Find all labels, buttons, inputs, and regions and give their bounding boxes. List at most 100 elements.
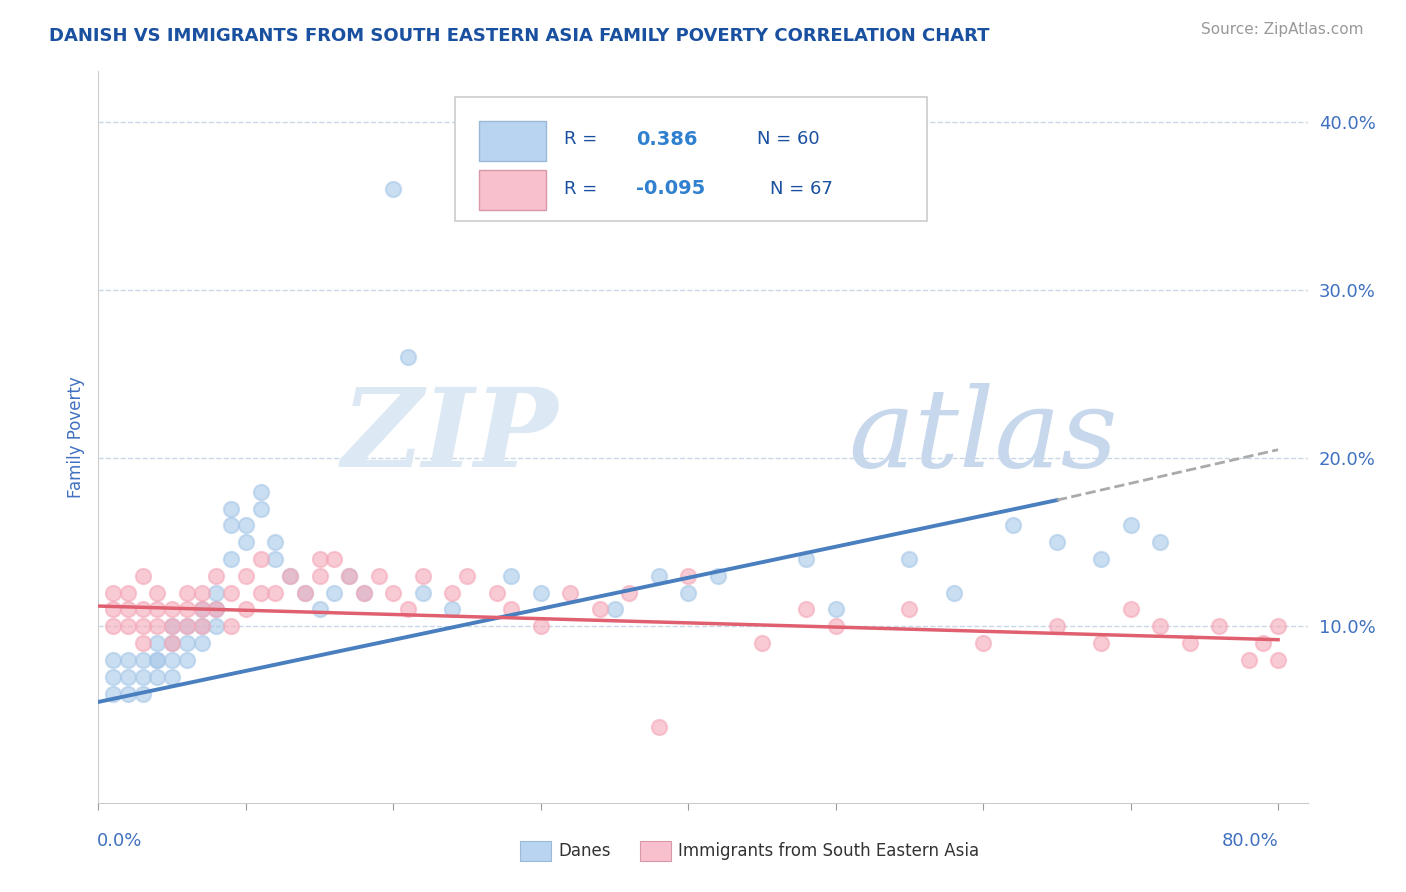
- Text: 0.0%: 0.0%: [97, 832, 142, 850]
- Point: [794, 602, 817, 616]
- Point: [323, 552, 346, 566]
- Point: [205, 569, 228, 583]
- Point: [176, 619, 198, 633]
- Point: [367, 569, 389, 583]
- Point: [264, 585, 287, 599]
- Point: [308, 602, 330, 616]
- Point: [190, 636, 212, 650]
- Point: [101, 602, 124, 616]
- Text: Immigrants from South Eastern Asia: Immigrants from South Eastern Asia: [678, 842, 979, 860]
- Y-axis label: Family Poverty: Family Poverty: [66, 376, 84, 498]
- Point: [412, 569, 434, 583]
- Point: [117, 585, 139, 599]
- Text: 0.386: 0.386: [637, 130, 697, 149]
- Point: [824, 602, 846, 616]
- Point: [176, 653, 198, 667]
- Point: [396, 350, 419, 364]
- Point: [501, 602, 523, 616]
- Point: [117, 602, 139, 616]
- Point: [648, 569, 671, 583]
- Point: [146, 670, 169, 684]
- Text: N = 60: N = 60: [758, 130, 820, 148]
- Point: [205, 585, 228, 599]
- Point: [101, 585, 124, 599]
- Point: [160, 602, 183, 616]
- Point: [190, 585, 212, 599]
- Text: -0.095: -0.095: [637, 179, 706, 198]
- Point: [160, 619, 183, 633]
- Point: [1119, 518, 1142, 533]
- Point: [1149, 619, 1171, 633]
- Point: [176, 585, 198, 599]
- Point: [146, 602, 169, 616]
- Point: [1237, 653, 1260, 667]
- Text: N = 67: N = 67: [769, 179, 832, 197]
- Point: [219, 552, 242, 566]
- Point: [160, 636, 183, 650]
- Point: [205, 602, 228, 616]
- Point: [235, 602, 257, 616]
- Point: [337, 569, 360, 583]
- Point: [101, 686, 124, 700]
- Point: [117, 670, 139, 684]
- Point: [1267, 653, 1289, 667]
- Point: [1090, 552, 1112, 566]
- Point: [131, 653, 153, 667]
- Text: atlas: atlas: [848, 384, 1118, 491]
- Point: [190, 619, 212, 633]
- Point: [294, 585, 316, 599]
- Point: [412, 585, 434, 599]
- Point: [560, 585, 582, 599]
- Point: [1267, 619, 1289, 633]
- Point: [1149, 535, 1171, 549]
- Point: [160, 636, 183, 650]
- Point: [323, 585, 346, 599]
- Point: [205, 619, 228, 633]
- Point: [678, 569, 700, 583]
- Point: [101, 670, 124, 684]
- Point: [751, 636, 773, 650]
- Point: [794, 552, 817, 566]
- Point: [1046, 619, 1069, 633]
- Point: [1046, 535, 1069, 549]
- Text: ZIP: ZIP: [342, 384, 558, 491]
- Point: [278, 569, 301, 583]
- Point: [235, 569, 257, 583]
- Text: 80.0%: 80.0%: [1222, 832, 1278, 850]
- Point: [249, 585, 271, 599]
- Text: Danes: Danes: [558, 842, 610, 860]
- Point: [205, 602, 228, 616]
- Point: [249, 484, 271, 499]
- Point: [190, 619, 212, 633]
- Point: [353, 585, 375, 599]
- Point: [898, 552, 921, 566]
- Point: [441, 602, 464, 616]
- Point: [249, 552, 271, 566]
- Point: [589, 602, 612, 616]
- FancyBboxPatch shape: [456, 97, 927, 221]
- Point: [501, 569, 523, 583]
- Point: [898, 602, 921, 616]
- Point: [972, 636, 994, 650]
- Point: [441, 585, 464, 599]
- Text: R =: R =: [564, 130, 598, 148]
- Point: [101, 619, 124, 633]
- Point: [1119, 602, 1142, 616]
- Point: [190, 602, 212, 616]
- Point: [160, 670, 183, 684]
- Point: [146, 653, 169, 667]
- Point: [235, 518, 257, 533]
- Bar: [479, 121, 546, 161]
- Text: Source: ZipAtlas.com: Source: ZipAtlas.com: [1201, 22, 1364, 37]
- Point: [176, 602, 198, 616]
- Point: [101, 653, 124, 667]
- Point: [131, 636, 153, 650]
- Point: [146, 653, 169, 667]
- Point: [219, 501, 242, 516]
- Text: DANISH VS IMMIGRANTS FROM SOUTH EASTERN ASIA FAMILY POVERTY CORRELATION CHART: DANISH VS IMMIGRANTS FROM SOUTH EASTERN …: [49, 27, 990, 45]
- Point: [264, 552, 287, 566]
- Point: [176, 619, 198, 633]
- Point: [678, 585, 700, 599]
- Point: [117, 686, 139, 700]
- Point: [278, 569, 301, 583]
